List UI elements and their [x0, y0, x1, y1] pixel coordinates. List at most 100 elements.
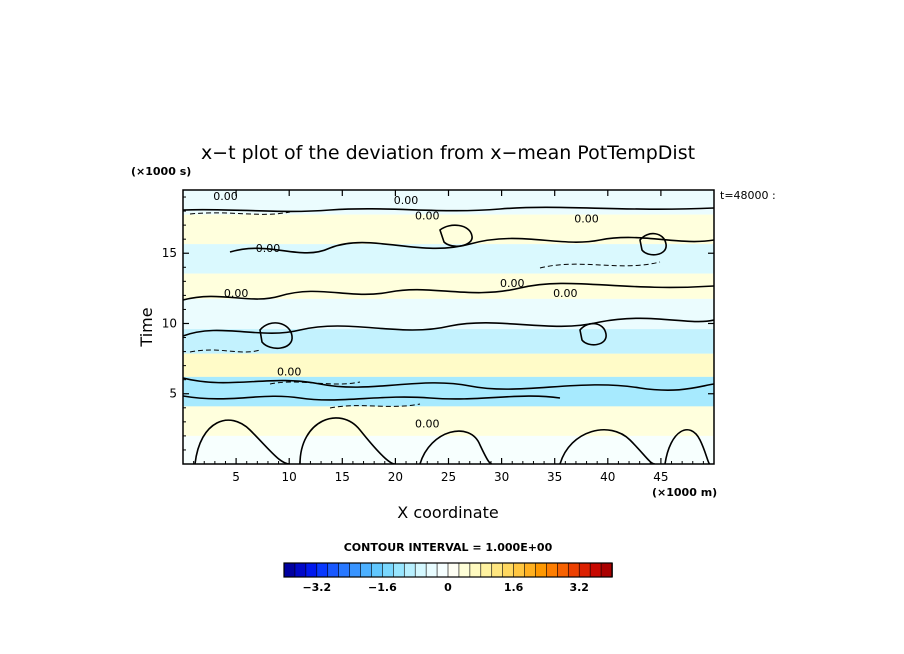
y-tick-label: 10 [162, 316, 177, 330]
colorbar-swatch [403, 562, 416, 578]
x-axis-label: X coordinate [397, 503, 498, 522]
colorbar-swatch [425, 562, 438, 578]
contour-lines-dashed [189, 211, 661, 409]
colorbar-swatch [524, 562, 537, 578]
colorbar-frame [283, 562, 613, 578]
colorbar-swatch [578, 562, 591, 578]
time-annotation: t=48000 : [720, 189, 776, 202]
x-tick-label: 15 [335, 470, 350, 484]
colorbar-swatch [338, 562, 351, 578]
contour-label: 0.00 [213, 190, 238, 203]
colorbar-swatch [349, 562, 362, 578]
contour-line [419, 430, 493, 464]
contour-line [183, 377, 714, 391]
x-axis: 5 10 15 20 25 30 35 40 45 [193, 190, 704, 484]
colorbar-tick-label: −3.2 [302, 581, 331, 594]
y-axis-label: Time [137, 307, 156, 347]
colorbar-swatch [546, 562, 559, 578]
x-tick-label: 5 [232, 470, 240, 484]
contour-label: 0.00 [415, 210, 440, 223]
contour-line [664, 428, 711, 464]
colorbar-tick-label: 0 [444, 581, 452, 594]
x-tick-label: 35 [547, 470, 562, 484]
contour-label: 0.00 [574, 212, 599, 225]
contour-labels: 0.00 0.00 0.00 0.00 0.00 0.00 0.00 0.00 0.00 0.00 [213, 190, 599, 430]
field-band [183, 298, 714, 330]
y-unit-label: (×1000 s) [131, 165, 191, 178]
contour-label: 0.00 [415, 417, 440, 430]
contour-line [259, 322, 293, 349]
contour-line [183, 206, 714, 213]
contour-line [194, 419, 291, 464]
x-tick-label: 30 [494, 470, 509, 484]
colorbar-swatch [393, 562, 406, 578]
x-unit-label: (×1000 m) [652, 486, 717, 499]
colorbar-swatch [557, 562, 570, 578]
contour-line-negative [539, 261, 661, 269]
colorbar-swatch [414, 562, 427, 578]
x-tick-label: 10 [282, 470, 297, 484]
y-axis: 5 10 15 [162, 196, 714, 451]
x-tick-label: 45 [653, 470, 668, 484]
field-band [183, 353, 714, 377]
field-layer [183, 190, 714, 464]
colorbar-swatch [382, 562, 395, 578]
field-band [183, 214, 714, 245]
colorbar-swatch [567, 562, 580, 578]
contour-line [183, 317, 714, 337]
colorbar-swatch [327, 562, 340, 578]
contour-line-negative [189, 349, 261, 353]
x-tick-label: 40 [600, 470, 615, 484]
colorbar-swatch [305, 562, 318, 578]
contour-line [579, 322, 607, 346]
contour-label: 0.00 [553, 287, 578, 300]
contour-label: 0.00 [394, 194, 419, 207]
contour-line [183, 395, 561, 401]
contour-line [639, 232, 667, 256]
y-tick-label: 5 [169, 387, 177, 401]
contour-line-negative [329, 403, 421, 409]
colorbar-swatch [447, 562, 460, 578]
colorbar-swatch [491, 562, 504, 578]
contour-line [229, 236, 714, 254]
contour-line [299, 417, 396, 464]
plot-area: 0.00 0.00 0.00 0.00 0.00 0.00 0.00 0.00 0.00 0.00 [183, 190, 714, 464]
colorbar-swatch [513, 562, 526, 578]
contour-label: 0.00 [224, 287, 249, 300]
contour-label: 0.00 [277, 365, 302, 378]
colorbar-swatch [502, 562, 515, 578]
colorbar-swatch [436, 562, 449, 578]
colorbar-tick-label: −1.6 [368, 581, 397, 594]
contour-line [439, 224, 473, 248]
contour-line-negative [189, 211, 291, 215]
colorbar-tick-label: 3.2 [569, 581, 589, 594]
contour-lines [183, 206, 714, 464]
y-tick-label: 15 [162, 246, 177, 260]
colorbar-swatch [469, 562, 482, 578]
colorbar-swatch [371, 562, 384, 578]
colorbar-swatch [535, 562, 548, 578]
contour-line-negative [269, 381, 361, 385]
contour-label: 0.00 [500, 277, 525, 290]
contour-label: 0.00 [256, 242, 281, 255]
colorbar-swatch [294, 562, 307, 578]
x-tick-label: 25 [441, 470, 456, 484]
colorbar-tick-label: 1.6 [504, 581, 524, 594]
colorbar-swatch [480, 562, 493, 578]
colorbar-swatch [600, 562, 613, 578]
colorbar-swatch [589, 562, 602, 578]
x-tick-label: 20 [388, 470, 403, 484]
field-band [183, 376, 714, 407]
colorbar [283, 562, 613, 578]
colorbar-ticks: −3.2 −1.6 0 1.6 3.2 [302, 581, 589, 594]
field-band [183, 406, 714, 436]
colorbar-swatch [283, 562, 296, 578]
colorbar-swatch [458, 562, 471, 578]
colorbar-swatch [316, 562, 329, 578]
contour-line [559, 428, 656, 464]
contour-line [183, 282, 714, 301]
chart-title: x−t plot of the deviation from x−mean Po… [201, 142, 695, 164]
contour-interval-text: CONTOUR INTERVAL = 1.000E+00 [344, 541, 553, 554]
colorbar-swatch [360, 562, 373, 578]
